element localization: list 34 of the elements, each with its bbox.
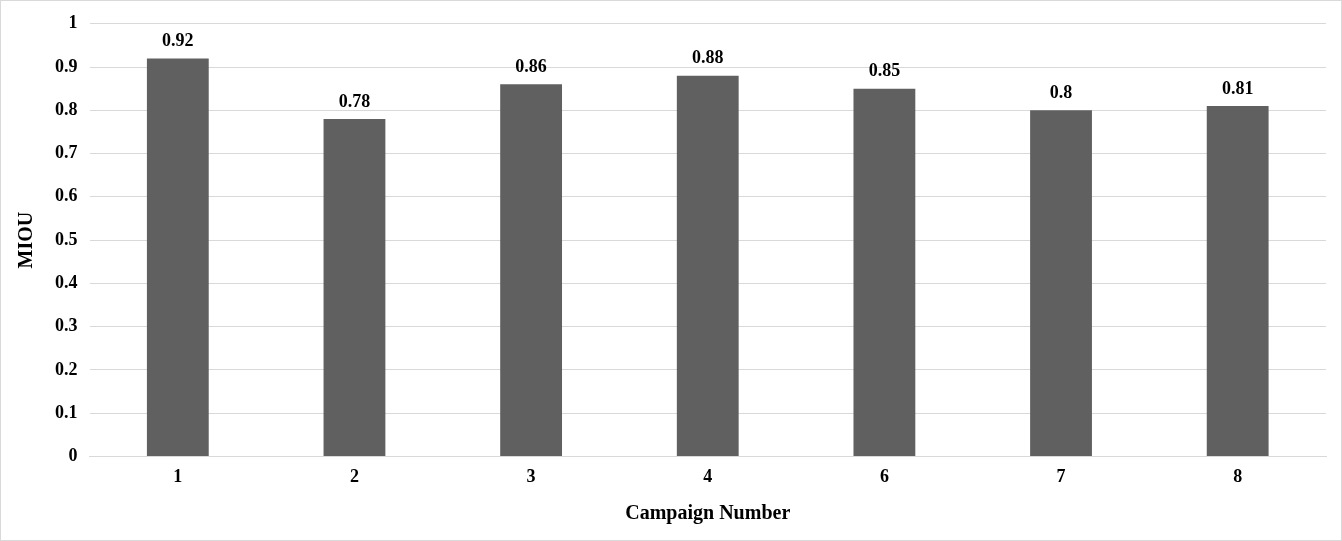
y-tick-label: 0.4: [55, 272, 78, 293]
y-tick-label: 1: [68, 12, 78, 33]
y-tick-label: 0: [68, 445, 78, 466]
data-label: 0.78: [338, 90, 371, 111]
y-axis-title: MIOU: [14, 211, 37, 269]
x-tick-label: 6: [879, 465, 889, 486]
bar: [146, 58, 209, 456]
bar: [853, 88, 916, 456]
x-tick-label: 3: [526, 465, 536, 486]
x-tick-label: 7: [1056, 465, 1066, 486]
data-label: 0.92: [162, 30, 194, 51]
y-tick-label: 0.9: [55, 55, 78, 76]
y-tick-label: 0.3: [55, 315, 78, 336]
bar: [1206, 105, 1269, 456]
y-tick-label: 0.1: [55, 401, 78, 422]
data-label: 0.85: [868, 60, 901, 81]
x-tick-label: 1: [173, 465, 183, 486]
bar: [323, 118, 386, 456]
y-tick-label: 0.2: [55, 358, 78, 379]
y-tick-label: 0.7: [55, 142, 78, 163]
data-label: 0.8: [1049, 81, 1073, 102]
data-label: 0.86: [515, 56, 547, 77]
y-tick-label: 0.5: [55, 228, 78, 249]
y-tick-label: 0.8: [55, 98, 78, 119]
x-tick-label: 2: [349, 465, 359, 486]
bar: [1030, 110, 1092, 456]
x-axis-title: Campaign Number: [625, 501, 791, 525]
x-tick-label: 8: [1233, 465, 1243, 486]
data-label: 0.88: [692, 47, 724, 68]
data-label: 0.81: [1221, 77, 1254, 98]
bar: [676, 75, 739, 456]
x-tick-label: 4: [703, 465, 713, 486]
y-tick-label: 0.6: [55, 185, 78, 206]
bar: [500, 84, 563, 456]
